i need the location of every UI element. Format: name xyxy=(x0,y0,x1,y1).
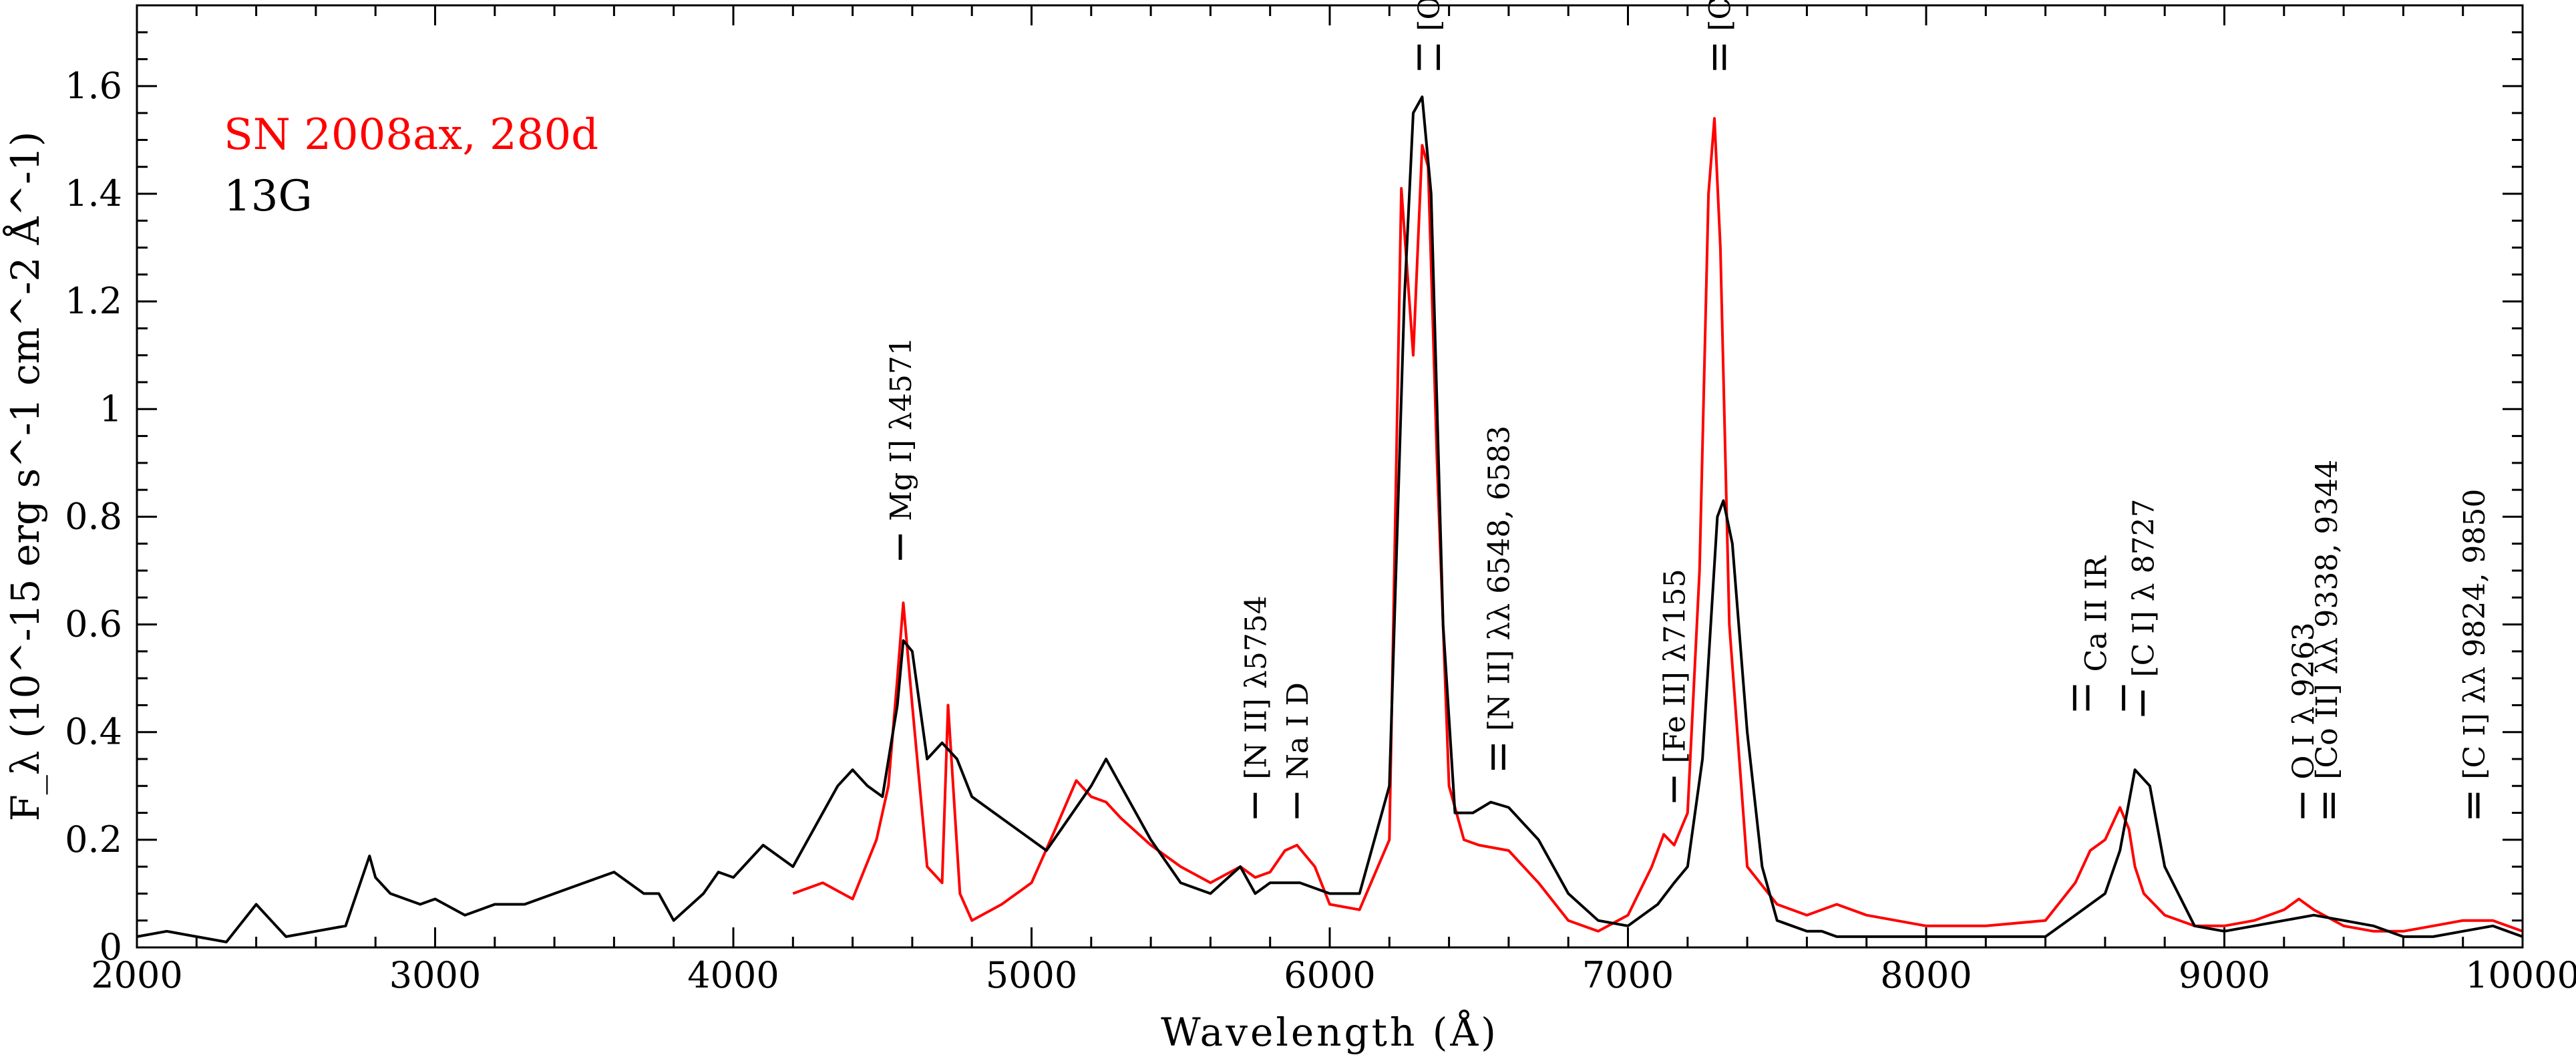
y-tick-label: 0.4 xyxy=(65,711,122,753)
line-id-label: Mg I] λ4571 xyxy=(884,337,918,521)
y-axis-title: F_λ (10^-15 erg s^-1 cm^-2 Å^-1) xyxy=(3,132,48,822)
line-id-label: [N II] λ5754 xyxy=(1239,595,1273,779)
y-tick-label: 0.2 xyxy=(65,818,122,861)
line-id-label: [N II] λλ 6548, 6583 xyxy=(1482,426,1516,731)
series-line-sn2008ax xyxy=(792,117,2523,933)
x-tick-label: 10000 xyxy=(2465,954,2576,996)
x-tick-label: 7000 xyxy=(1582,954,1674,996)
x-tick-label: 5000 xyxy=(986,954,1077,996)
x-tick-label: 4000 xyxy=(687,954,779,996)
line-id-label: [C I] λ 8727 xyxy=(2127,498,2161,677)
series-line-model-13g xyxy=(136,96,2523,943)
y-tick-label: 1.2 xyxy=(65,280,122,322)
x-tick-label: 8000 xyxy=(1880,954,1972,996)
y-tick-label: 1.6 xyxy=(65,65,122,107)
x-tick-label: 9000 xyxy=(2179,954,2270,996)
y-tick-label: 0.6 xyxy=(65,603,122,645)
plot-area xyxy=(136,96,2523,943)
legend-entry: SN 2008ax, 280d xyxy=(224,110,598,160)
x-tick-label: 3000 xyxy=(389,954,481,996)
line-id-label: Ca II IR xyxy=(2079,555,2113,671)
y-tick-label: 0.8 xyxy=(65,495,122,537)
axes: 2000 3000 4000 5000 6000 7000 8000 9000 10000 0 0.… xyxy=(3,4,2576,1055)
legend-entry: 13G xyxy=(224,172,313,221)
line-id-label: [Co II] λλ 9338, 9344 xyxy=(2310,460,2344,780)
x-tick-label: 2000 xyxy=(91,954,182,996)
line-id-label: [C I] λλ 9824, 9850 xyxy=(2458,489,2492,780)
line-id-label: [Fe II] λ7155 xyxy=(1658,569,1692,763)
y-tick-label: 1.4 xyxy=(65,172,122,214)
y-tick-label: 0 xyxy=(100,926,122,968)
line-id-label: O I λ 9263 xyxy=(2287,622,2321,779)
line-id-label: Na I D xyxy=(1281,682,1315,779)
y-tick-label: 1 xyxy=(100,388,122,430)
x-axis-title: Wavelength (Å) xyxy=(1161,1010,1499,1055)
legend: SN 2008ax, 280d 13G xyxy=(224,110,598,221)
x-tick-label: 6000 xyxy=(1284,954,1375,996)
